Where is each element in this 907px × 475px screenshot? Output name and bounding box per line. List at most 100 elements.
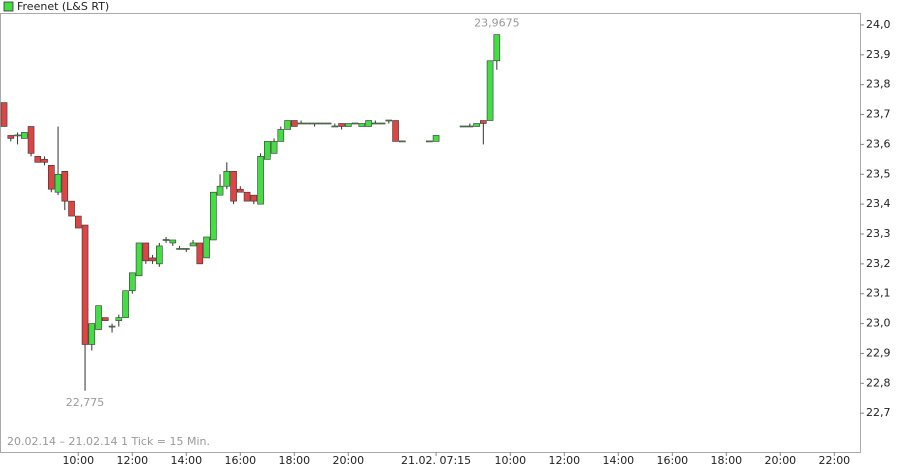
candle-body bbox=[230, 170, 237, 202]
candle-body bbox=[216, 185, 224, 196]
y-tick-label: 23,2 bbox=[866, 257, 891, 270]
candle-body bbox=[243, 191, 251, 202]
candle-body bbox=[41, 159, 48, 163]
y-tick-label: 23,3 bbox=[866, 227, 891, 240]
y-tick-label: 23,0 bbox=[866, 317, 891, 330]
candle-body bbox=[264, 141, 271, 160]
candle-body bbox=[27, 126, 35, 154]
y-tick-label: 24,0 bbox=[866, 18, 891, 31]
candle-body bbox=[203, 236, 210, 259]
y-tick-label: 23,8 bbox=[866, 78, 891, 91]
x-tick-label: 16:00 bbox=[224, 454, 256, 467]
legend-label: Freenet (L&S RT) bbox=[17, 0, 109, 13]
x-tick-label: 20:00 bbox=[764, 454, 796, 467]
candle-body bbox=[108, 325, 116, 328]
x-tick-label: 12:00 bbox=[548, 454, 580, 467]
candle-body bbox=[493, 34, 501, 62]
candle-body bbox=[183, 248, 190, 250]
candle-body bbox=[291, 120, 298, 127]
candle-body bbox=[358, 123, 366, 127]
x-tick-label: 14:00 bbox=[170, 454, 202, 467]
candle-body bbox=[378, 122, 386, 125]
candle-body bbox=[162, 239, 170, 241]
candle-body bbox=[392, 120, 399, 142]
candle-body bbox=[135, 242, 143, 277]
candle-body bbox=[210, 191, 217, 241]
candle-body bbox=[480, 120, 487, 124]
candle-body bbox=[324, 122, 332, 125]
plot-area bbox=[0, 13, 861, 453]
candle-body bbox=[149, 257, 156, 262]
candle-body bbox=[257, 156, 264, 205]
candle-body bbox=[385, 119, 393, 122]
annotation: 23,9675 bbox=[474, 17, 520, 30]
y-tick-label: 23,6 bbox=[866, 137, 891, 150]
candle-body bbox=[466, 125, 474, 128]
candle-body bbox=[426, 140, 433, 143]
y-tick-label: 23,9 bbox=[866, 48, 891, 61]
candle-body bbox=[372, 122, 379, 125]
candle-body bbox=[297, 122, 305, 125]
candle-body bbox=[338, 123, 345, 127]
candle-body bbox=[250, 194, 258, 202]
x-tick-label: 14:00 bbox=[602, 454, 634, 467]
candle-body bbox=[156, 245, 163, 265]
candle-body bbox=[102, 317, 109, 321]
candle-body bbox=[270, 141, 278, 154]
candle-body bbox=[14, 134, 21, 137]
candle-body bbox=[48, 165, 55, 190]
candle-body bbox=[284, 120, 291, 130]
candle-body bbox=[54, 173, 62, 193]
candle-body bbox=[122, 290, 129, 318]
x-tick-label: 18:00 bbox=[278, 454, 310, 467]
candle-body bbox=[115, 317, 123, 321]
candle-body bbox=[88, 323, 96, 345]
candle-body bbox=[196, 242, 204, 265]
y-tick-label: 23,7 bbox=[866, 108, 891, 121]
x-tick-label: 10:00 bbox=[494, 454, 526, 467]
candle-body bbox=[21, 132, 28, 139]
candle-body bbox=[81, 224, 89, 345]
candle-body bbox=[95, 305, 102, 330]
candle-body bbox=[75, 215, 82, 229]
y-tick-label: 23,5 bbox=[866, 167, 891, 180]
x-tick-label: 18:00 bbox=[710, 454, 742, 467]
candle-body bbox=[318, 122, 325, 125]
candle-body bbox=[169, 239, 177, 244]
x-tick-label: 20:00 bbox=[332, 454, 364, 467]
candle-body bbox=[486, 60, 494, 121]
candle-body bbox=[459, 125, 467, 128]
candle-body bbox=[129, 272, 136, 292]
x-tick-label: 22:00 bbox=[818, 454, 850, 467]
candle-body bbox=[7, 135, 15, 139]
candle-body bbox=[351, 122, 359, 125]
candle-body bbox=[223, 170, 231, 187]
y-tick-label: 22,9 bbox=[866, 346, 891, 359]
candle-body bbox=[432, 135, 440, 142]
candle-body bbox=[399, 140, 406, 143]
annotation: 22,775 bbox=[66, 396, 105, 409]
candle-body bbox=[331, 125, 339, 128]
candle-body bbox=[311, 122, 318, 125]
y-tick-label: 23,4 bbox=[866, 197, 891, 210]
candle-body bbox=[142, 242, 150, 262]
x-tick-label: 16:00 bbox=[656, 454, 688, 467]
candle-body bbox=[189, 242, 197, 247]
candle-body bbox=[345, 123, 352, 127]
candle-body bbox=[0, 102, 8, 127]
candle-body bbox=[34, 156, 42, 163]
candle-body bbox=[473, 123, 480, 127]
subtitle: 20.02.14 – 21.02.14 1 Tick = 15 Min. bbox=[7, 435, 210, 448]
candle-body bbox=[365, 120, 372, 127]
y-tick-label: 23,1 bbox=[866, 287, 891, 300]
candle-body bbox=[304, 122, 312, 125]
candle-body bbox=[237, 188, 244, 193]
y-tick-label: 22,7 bbox=[866, 406, 891, 419]
candle-body bbox=[176, 248, 183, 250]
candle-body bbox=[277, 129, 285, 142]
candle-body bbox=[61, 170, 69, 202]
legend-swatch bbox=[3, 1, 14, 12]
y-tick-label: 22,8 bbox=[866, 376, 891, 389]
candle-body bbox=[68, 200, 75, 217]
